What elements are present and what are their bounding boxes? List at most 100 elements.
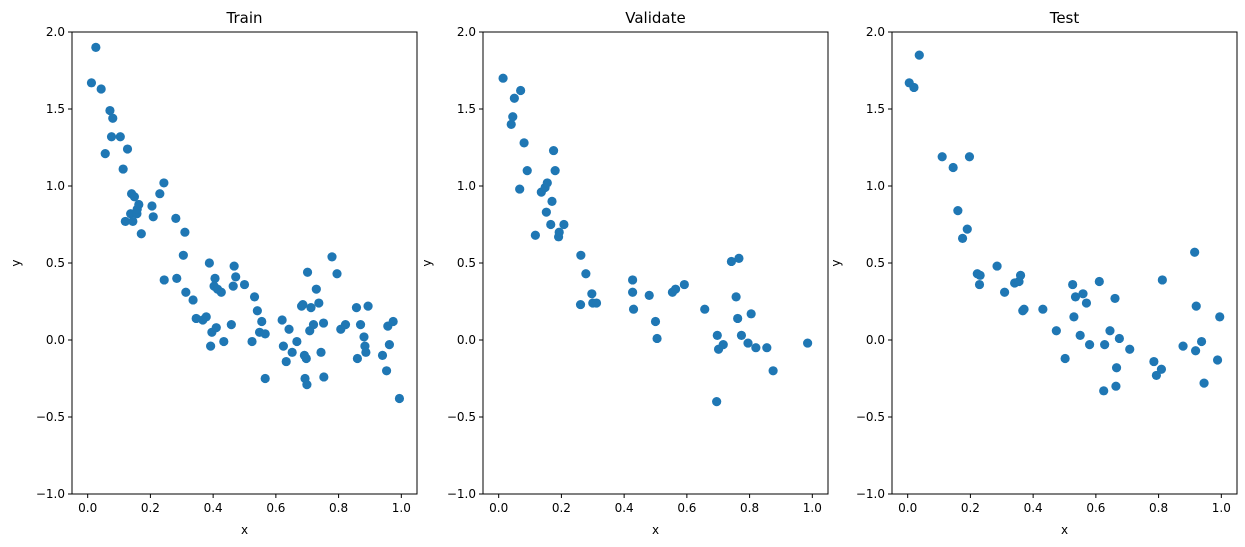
y-tick-label: 0.0 <box>866 333 885 347</box>
data-point <box>287 347 297 357</box>
data-point <box>302 267 313 277</box>
data-point <box>1151 370 1161 381</box>
data-point <box>1156 364 1167 374</box>
data-point <box>206 341 216 351</box>
data-point <box>1191 301 1201 311</box>
data-point <box>106 132 117 142</box>
data-point <box>953 206 963 216</box>
data-point <box>260 329 270 339</box>
data-point <box>498 73 508 83</box>
data-point <box>1075 330 1085 340</box>
data-point <box>134 199 144 210</box>
data-point <box>284 324 294 334</box>
data-point <box>171 213 181 223</box>
data-point <box>506 119 516 129</box>
x-tick-label: 0.2 <box>552 501 571 515</box>
y-tick-label: −1.0 <box>856 487 885 501</box>
data-point <box>718 340 728 350</box>
data-point <box>515 184 525 194</box>
x-tick-label: 0.2 <box>141 501 160 515</box>
data-point <box>1078 289 1088 299</box>
data-point <box>519 138 529 148</box>
data-point <box>228 281 238 291</box>
data-point <box>257 316 267 327</box>
data-point <box>733 313 743 324</box>
data-point <box>100 149 110 159</box>
data-point <box>278 341 288 351</box>
x-tick-label: 0.4 <box>204 501 223 515</box>
data-point <box>239 279 250 290</box>
data-point <box>306 303 316 313</box>
data-point <box>516 85 526 96</box>
y-tick-label: 0.5 <box>866 256 885 270</box>
data-point <box>216 287 226 297</box>
x-axis-label: x <box>652 523 659 537</box>
data-point <box>210 273 220 283</box>
data-point <box>361 347 371 357</box>
data-point <box>628 304 639 314</box>
data-point <box>318 318 329 328</box>
data-point <box>394 393 405 404</box>
x-tick-label: 1.0 <box>392 501 411 515</box>
data-point <box>937 152 947 162</box>
data-point <box>547 196 557 206</box>
y-tick-label: 1.0 <box>866 179 885 193</box>
data-point <box>768 366 778 376</box>
x-tick-label: 0.8 <box>1149 501 1168 515</box>
data-point <box>652 333 662 344</box>
data-point <box>509 93 519 103</box>
y-tick-label: −0.5 <box>856 410 885 424</box>
y-tick-label: 1.0 <box>457 179 476 193</box>
data-point <box>327 252 337 262</box>
x-tick-label: 0.8 <box>329 501 348 515</box>
data-point <box>700 304 710 314</box>
y-tick-label: 0.0 <box>457 333 476 347</box>
data-point <box>252 306 262 316</box>
data-point <box>628 287 638 297</box>
data-point <box>1051 326 1061 336</box>
data-point <box>211 323 221 333</box>
data-point <box>115 132 125 142</box>
data-point <box>231 272 241 282</box>
data-point <box>292 336 302 347</box>
data-point <box>751 343 761 353</box>
data-point <box>1190 247 1200 257</box>
data-point <box>1105 326 1115 336</box>
data-point <box>188 295 198 305</box>
y-axis-label: y <box>420 259 434 266</box>
data-point <box>91 42 101 53</box>
y-tick-label: 2.0 <box>46 25 65 39</box>
data-point <box>736 330 747 340</box>
data-point <box>914 50 924 60</box>
data-point <box>316 347 326 357</box>
y-tick-label: 1.0 <box>46 179 65 193</box>
data-point <box>352 353 363 364</box>
data-point <box>247 336 257 347</box>
data-point <box>204 258 214 268</box>
data-point <box>762 343 772 353</box>
x-tick-label: 0.6 <box>1086 501 1105 515</box>
data-point <box>277 315 287 325</box>
data-point <box>1015 270 1026 280</box>
data-point <box>181 287 191 297</box>
data-point <box>587 289 597 299</box>
plot-frame <box>891 31 1238 495</box>
data-point <box>734 253 744 263</box>
panel-title: Validate <box>625 9 685 27</box>
data-point <box>311 284 321 294</box>
panel-test: Test x y 0.0 0.2 0.4 0.6 0.8 1.0−1.0−0.50.00.… <box>829 9 1238 537</box>
data-point <box>964 152 975 162</box>
data-point <box>1157 275 1167 285</box>
data-point <box>178 250 188 260</box>
data-point <box>508 112 518 122</box>
x-tick-label: 0.8 <box>740 501 759 515</box>
points-group <box>86 42 405 404</box>
data-point <box>1099 386 1109 396</box>
data-point <box>992 261 1002 271</box>
x-tick-label: 0.6 <box>677 501 696 515</box>
y-tick-label: 1.5 <box>46 102 65 116</box>
data-point <box>957 233 968 243</box>
data-point <box>1070 292 1081 302</box>
data-point <box>1215 312 1225 322</box>
data-point <box>118 164 128 174</box>
